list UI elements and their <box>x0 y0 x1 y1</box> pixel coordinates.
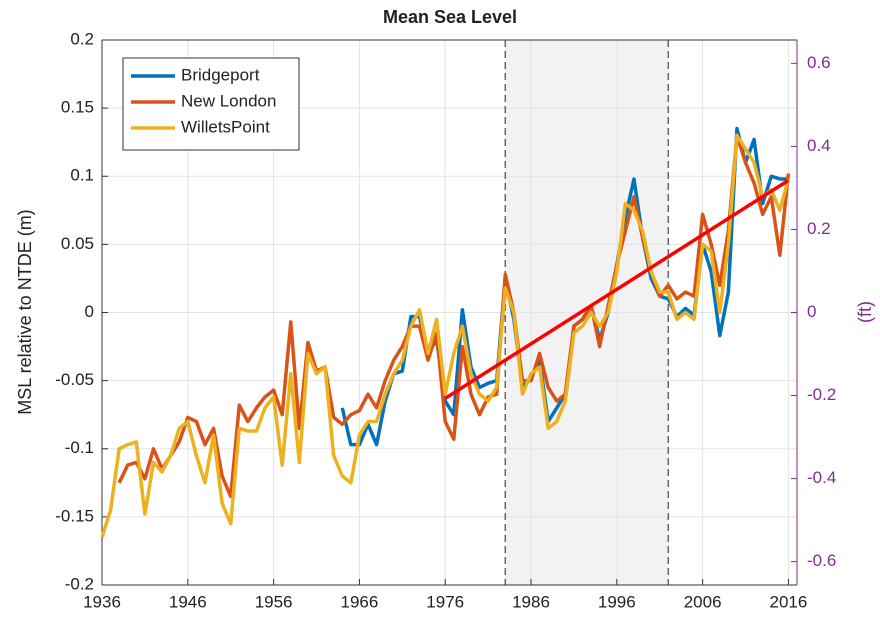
x-tick-label: 2016 <box>770 592 808 611</box>
y2-tick-label: -0.2 <box>807 385 836 404</box>
x-tick-label: 2006 <box>684 592 722 611</box>
series-line <box>117 133 791 499</box>
trend-line <box>444 178 790 400</box>
legend-label: WilletsPoint <box>181 117 270 136</box>
y-tick-label: -0.15 <box>55 506 94 525</box>
y-tick-label: 0.15 <box>61 98 94 117</box>
x-tick-label: 1956 <box>255 592 293 611</box>
y-tick-label: -0.1 <box>65 438 94 457</box>
y-tick-label: -0.05 <box>55 370 94 389</box>
legend-box <box>122 57 300 151</box>
y2-tick-label: -0.4 <box>807 468 836 487</box>
chart-title: Mean Sea Level <box>383 7 517 27</box>
y2-tick-label: 0.6 <box>807 53 831 72</box>
legend-label: Bridgeport <box>181 65 260 84</box>
y-tick-label: 0 <box>85 302 94 321</box>
y2-tick-label: 0.2 <box>807 219 831 238</box>
x-tick-label: 1946 <box>169 592 207 611</box>
y-tick-label: -0.2 <box>65 574 94 593</box>
x-tick-label: 1936 <box>83 592 121 611</box>
y-axis-label: MSL relative to NTDE (m) <box>15 209 35 414</box>
y-tick-label: 0.1 <box>70 166 94 185</box>
x-tick-label: 1976 <box>426 592 464 611</box>
x-tick-label: 1986 <box>512 592 550 611</box>
y-tick-label: 0.2 <box>70 29 94 48</box>
x-tick-label: 1996 <box>598 592 636 611</box>
y2-axis-label: (ft) <box>855 301 875 323</box>
y2-tick-label: 0 <box>807 302 816 321</box>
y2-tick-label: -0.6 <box>807 551 836 570</box>
legend-label: New London <box>181 91 276 110</box>
y-tick-label: 0.05 <box>61 234 94 253</box>
y2-tick-label: 0.4 <box>807 136 831 155</box>
x-tick-label: 1966 <box>340 592 378 611</box>
series-line <box>100 133 791 538</box>
